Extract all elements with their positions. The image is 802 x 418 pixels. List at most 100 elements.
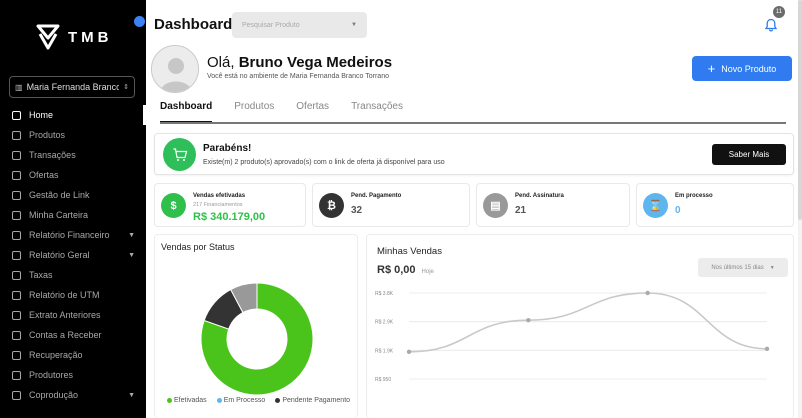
y-tick-label: R$ 1.9K (375, 348, 394, 354)
sidebar-item-relat-rio-de-utm[interactable]: Relatório de UTM (0, 285, 146, 305)
scrollbar-thumb[interactable] (798, 0, 802, 220)
greeting: Olá, Bruno Vega Medeiros (207, 54, 392, 71)
building-icon: ▥ (15, 82, 23, 92)
sidebar-item-recupera-o[interactable]: Recuperação (0, 345, 146, 365)
account-selector[interactable]: ▥ Maria Fernanda Branco... ⇕ (9, 76, 135, 98)
sales-line-chart: R$ 3.8K R$ 2.9K R$ 1.9K R$ 950 (375, 290, 770, 383)
stat-label: Vendas efetivadas (193, 193, 246, 199)
y-tick-label: R$ 2.9K (375, 320, 394, 326)
stat-label: Em processo (675, 193, 713, 199)
document-icon: ▤ (483, 193, 508, 218)
chevron-down-icon: ▼ (351, 22, 357, 28)
sidebar-item-label: Ofertas (29, 170, 59, 180)
sidebar-item-label: Extrato Anteriores (29, 310, 101, 320)
nav-item-icon (12, 390, 21, 400)
sidebar-item-taxas[interactable]: Taxas (0, 265, 146, 285)
sidebar-item-label: Relatório Financeiro (29, 230, 110, 240)
stat-card-effective-sales: $ Vendas efetivadas 217 Financiamentos R… (154, 183, 306, 227)
sidebar-item-gest-o-de-link[interactable]: Gestão de Link (0, 185, 146, 205)
sidebar-item-ofertas[interactable]: Ofertas (0, 165, 146, 185)
sidebar-item-label: Transações (29, 150, 76, 160)
page-title: Dashboard (154, 16, 233, 33)
sidebar-item-coprodu-o[interactable]: Coprodução ▼ (0, 385, 146, 405)
logo[interactable]: TMB (36, 24, 113, 50)
nav-item-icon (12, 270, 21, 280)
sidebar-item-home[interactable]: Home (0, 105, 146, 125)
congrats-title: Parabéns! (203, 143, 252, 154)
data-point[interactable] (645, 290, 650, 296)
sidebar-nav: Home Produtos Transações Ofertas Gestão de L… (0, 105, 146, 405)
legend-item: Em Processo (216, 397, 265, 404)
chevron-down-icon: ▼ (769, 264, 775, 271)
tab-dashboard[interactable]: Dashboard (160, 100, 213, 123)
learn-more-button[interactable]: Saber Mais (712, 144, 786, 165)
bell-icon[interactable] (764, 18, 778, 32)
stat-value: 0 (675, 205, 681, 216)
chart-legend: Efetivadas Em Processo Pendente Pagament… (167, 397, 350, 404)
sidebar-item-extrato-anteriores[interactable]: Extrato Anteriores (0, 305, 146, 325)
sidebar-item-label: Relatório Geral (29, 250, 90, 260)
legend-item: Efetivadas (167, 397, 207, 404)
product-search-placeholder: Pesquisar Produto (242, 21, 300, 29)
stat-value: 21 (515, 205, 527, 216)
nav-item-icon (12, 110, 21, 120)
donut-slice-outros[interactable] (230, 282, 258, 314)
congrats-text: Existe(m) 2 produto(s) aprovado(s) com o… (203, 159, 445, 166)
donut-slice-efetivadas[interactable] (200, 282, 314, 396)
sales-status-donut-chart (200, 282, 314, 396)
card-title: Minhas Vendas (377, 246, 442, 257)
sidebar-toggle-button[interactable] (134, 16, 145, 27)
data-point[interactable] (764, 346, 770, 352)
sidebar-item-produtos[interactable]: Produtos (0, 125, 146, 145)
user-placeholder-icon (152, 46, 198, 92)
sidebar-item-relat-rio-geral[interactable]: Relatório Geral ▼ (0, 245, 146, 265)
new-product-button[interactable]: + Novo Produto (692, 56, 792, 81)
my-sales-card: Minhas Vendas R$ 0,00 Hoje Nos últimos 1… (366, 234, 794, 418)
nav-item-icon (12, 150, 21, 160)
chevron-updown-icon: ⇕ (123, 84, 129, 91)
dollar-icon: $ (161, 193, 186, 218)
user-name: Bruno Vega Medeiros (238, 54, 393, 71)
sidebar-item-contas-a-receber[interactable]: Contas a Receber (0, 325, 146, 345)
environment-note: Você está no ambiente de Maria Fernanda … (207, 73, 389, 80)
sidebar-item-label: Recuperação (29, 350, 83, 360)
new-product-label: Novo Produto (721, 63, 777, 74)
nav-item-icon (12, 310, 21, 320)
sidebar-item-transa-es[interactable]: Transações (0, 145, 146, 165)
nav-item-icon (12, 170, 21, 180)
sidebar-item-label: Produtos (29, 130, 66, 140)
stat-card-pending-signature: ▤ Pend. Assinatura 21 (476, 183, 630, 227)
tab-ofertas[interactable]: Ofertas (296, 101, 330, 112)
sales-today: R$ 0,00 Hoje (377, 264, 434, 276)
sidebar-item-relat-rio-financeiro[interactable]: Relatório Financeiro ▼ (0, 225, 146, 245)
sidebar-item-produtores[interactable]: Produtores (0, 365, 146, 385)
period-select[interactable]: Nos últimos 15 dias ▼ (698, 258, 788, 277)
stat-value: 32 (351, 205, 363, 216)
data-point[interactable] (526, 317, 531, 323)
cart-icon (163, 138, 196, 171)
tab-transacoes[interactable]: Transações (351, 101, 403, 112)
sales-by-status-card: Vendas por Status Efetivadas Em Processo… (154, 234, 358, 418)
sidebar-item-minha-carteira[interactable]: Minha Carteira (0, 205, 146, 225)
legend-item: Pendente Pagamento (275, 397, 350, 404)
period-hint: Hoje (421, 269, 434, 275)
avatar[interactable] (151, 45, 199, 93)
sidebar-item-label: Produtores (29, 370, 74, 380)
stat-sub: 217 Financiamentos (193, 202, 243, 208)
main-content: Dashboard Pesquisar Produto ▼ 11 Olá, Br… (146, 0, 802, 418)
nav-item-icon (12, 210, 21, 220)
stat-card-pending-payment: ₿ Pend. Pagamento 32 (312, 183, 470, 227)
sales-value: R$ 0,00 (377, 264, 416, 276)
brand-name: TMB (68, 28, 113, 46)
sidebar: TMB ▥ Maria Fernanda Branco... ⇕ Home Pro… (0, 0, 146, 418)
data-point[interactable] (406, 349, 412, 355)
nav-item-icon (12, 290, 21, 300)
chevron-down-icon: ▼ (128, 391, 135, 399)
sidebar-item-label: Relatório de UTM (29, 290, 100, 300)
product-search-select[interactable]: Pesquisar Produto ▼ (232, 12, 367, 38)
plus-icon: + (707, 61, 716, 76)
sidebar-item-label: Contas a Receber (29, 330, 102, 340)
stat-value: R$ 340.179,00 (193, 211, 266, 223)
tab-produtos[interactable]: Produtos (234, 101, 275, 112)
stat-label: Pend. Pagamento (351, 193, 402, 199)
